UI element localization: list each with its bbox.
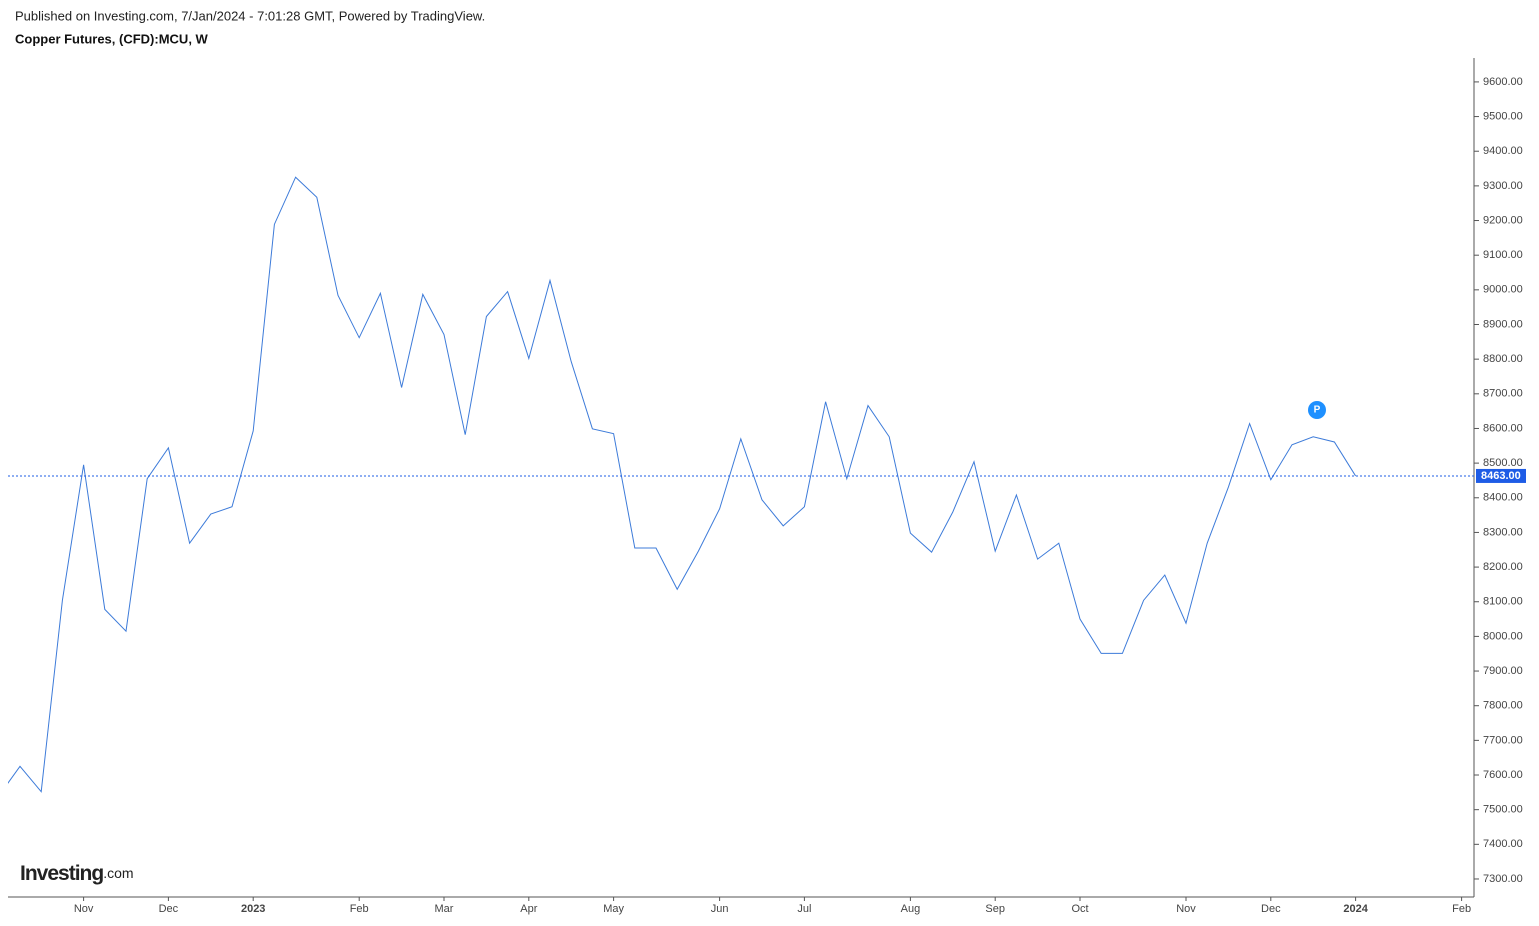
y-tick-label: 8000.00 [1483, 630, 1523, 642]
y-tick-label: 7300.00 [1483, 873, 1523, 885]
x-tick-label: Nov [74, 903, 94, 915]
y-tick-label: 8800.00 [1483, 353, 1523, 365]
y-tick-label: 7700.00 [1483, 734, 1523, 746]
y-tick-label: 8400.00 [1483, 492, 1523, 504]
logo: Investing.com [20, 862, 134, 885]
last-price-box [1476, 468, 1526, 483]
y-tick-label: 8600.00 [1483, 422, 1523, 434]
x-tick-label: Apr [520, 903, 537, 915]
y-tick-label: 9200.00 [1483, 214, 1523, 226]
y-tick-label: 8200.00 [1483, 561, 1523, 573]
y-tick-label: 8300.00 [1483, 526, 1523, 538]
y-tick-label: 7400.00 [1483, 838, 1523, 850]
y-tick-label: 8100.00 [1483, 596, 1523, 608]
y-tick-label: 9300.00 [1483, 180, 1523, 192]
y-tick-label: 8700.00 [1483, 388, 1523, 400]
x-tick-label: 2024 [1343, 903, 1368, 915]
x-tick-label: Dec [1261, 903, 1281, 915]
marker-badge [1308, 401, 1326, 419]
y-tick-label: 9100.00 [1483, 249, 1523, 261]
y-tick-label: 7800.00 [1483, 700, 1523, 712]
y-tick-label: 9500.00 [1483, 110, 1523, 122]
chart-title: Copper Futures, (CFD):MCU, W [15, 31, 209, 46]
x-tick-label: Dec [159, 903, 179, 915]
x-tick-label: Jul [797, 903, 811, 915]
x-tick-label: Feb [1452, 903, 1471, 915]
y-tick-label: 9400.00 [1483, 145, 1523, 157]
y-tick-label: 8900.00 [1483, 318, 1523, 330]
x-tick-label: Feb [350, 903, 369, 915]
y-tick-label: 8500.00 [1483, 457, 1523, 469]
x-tick-label: 2023 [241, 903, 265, 915]
x-tick-label: Sep [985, 903, 1005, 915]
y-tick-label: 9600.00 [1483, 76, 1523, 88]
published-note: Published on Investing.com, 7/Jan/2024 -… [15, 8, 485, 23]
y-tick-label: 7900.00 [1483, 665, 1523, 677]
y-tick-label: 9000.00 [1483, 284, 1523, 296]
y-tick-label: 7500.00 [1483, 804, 1523, 816]
x-tick-label: Oct [1071, 903, 1088, 915]
x-tick-label: Mar [435, 903, 454, 915]
x-tick-label: Jun [711, 903, 729, 915]
x-tick-label: May [603, 903, 624, 915]
price-line [8, 176, 1357, 793]
marker-label: P [1314, 405, 1321, 416]
x-tick-label: Aug [901, 903, 921, 915]
x-tick-label: Nov [1176, 903, 1196, 915]
last-price-label: 8463.00 [1481, 470, 1521, 482]
y-tick-label: 7600.00 [1483, 769, 1523, 781]
